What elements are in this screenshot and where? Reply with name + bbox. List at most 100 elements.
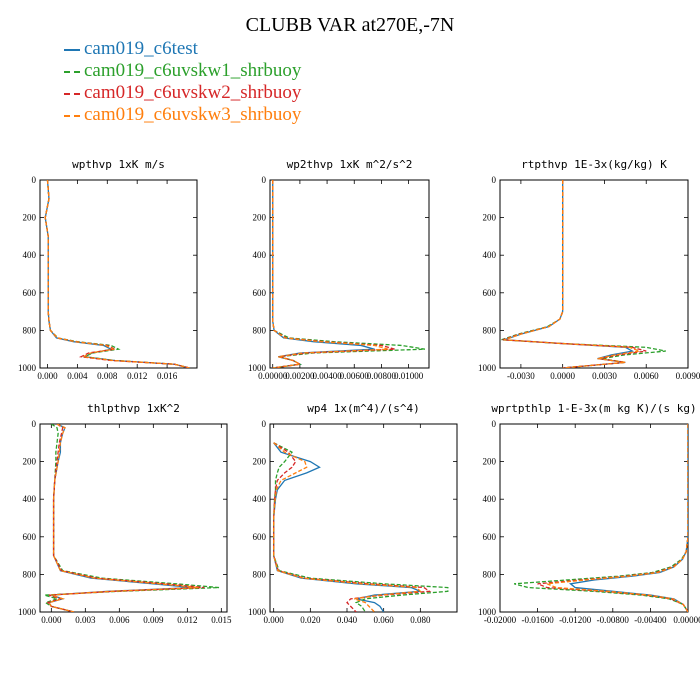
series-line	[273, 442, 449, 612]
panel-title: wprtpthlp 1-E-3x(m kg K)/(s kg)	[491, 402, 696, 415]
x-tick-label: 0.0090	[676, 371, 700, 381]
series-line	[272, 180, 375, 368]
x-tick-label: 0.00200	[285, 371, 315, 381]
legend-entry: cam019_c6uvskw2_shrbuoy	[64, 82, 301, 104]
x-tick-label: 0.009	[143, 615, 164, 625]
y-tick-label: 800	[23, 569, 37, 579]
series-line	[502, 180, 647, 368]
y-tick-label: 200	[23, 457, 37, 467]
x-tick-label: -0.0030	[507, 371, 535, 381]
y-tick-label: 0	[492, 175, 497, 185]
x-tick-label: 0.000	[37, 371, 58, 381]
legend-label: cam019_c6uvskw2_shrbuoy	[84, 82, 302, 103]
series-line	[503, 180, 642, 368]
y-tick-label: 200	[23, 213, 37, 223]
y-tick-label: 1000	[18, 607, 37, 617]
plot-frame	[499, 179, 689, 369]
plot-frame	[39, 423, 228, 613]
x-tick-label: 0.040	[337, 615, 358, 625]
x-tick-label: -0.01600	[521, 615, 554, 625]
plot-frame	[269, 179, 430, 369]
legend-swatch	[64, 92, 80, 95]
chart-panel: wprtpthlp 1-E-3x(m kg K)/(s kg)-0.02000-…	[478, 402, 700, 625]
chart-panel: wp4 1x(m^4)/(s^4) 0.000 0.020 0.040 0.060 0.0…	[248, 402, 458, 625]
y-tick-label: 0	[262, 175, 267, 185]
y-tick-label: 1000	[248, 363, 267, 373]
x-tick-label: 0.080	[410, 615, 431, 625]
x-tick-label: 0.00000	[673, 615, 700, 625]
legend-entry: cam019_c6uvskw1_shrbuoy	[64, 60, 301, 82]
legend-label: cam019_c6uvskw3_shrbuoy	[84, 104, 302, 125]
y-tick-label: 1000	[18, 363, 37, 373]
panel-title: rtpthvp 1E-3x(kg/kg) K	[521, 158, 667, 171]
y-tick-label: 200	[483, 213, 497, 223]
panel-title: wp4 1x(m^4)/(s^4)	[307, 402, 420, 415]
x-tick-label: 0.00800	[367, 371, 397, 381]
x-tick-label: 0.012	[127, 371, 147, 381]
chart-panel: wpthvp 1xK m/s 0.000 0.004 0.008 0.012 0.016 0…	[18, 158, 198, 381]
y-tick-label: 400	[253, 250, 267, 260]
series-line	[48, 424, 194, 612]
legend-swatch	[64, 114, 80, 117]
chart-panel: wp2thvp 1xK m^2/s^2 0.000000.002000.00400…	[248, 158, 430, 381]
y-tick-label: 0	[32, 175, 37, 185]
x-tick-label: 0.000	[41, 615, 62, 625]
y-tick-label: 400	[483, 494, 497, 504]
x-tick-label: 0.006	[109, 615, 130, 625]
x-tick-label: 0.016	[157, 371, 178, 381]
x-tick-label: 0.0030	[592, 371, 617, 381]
legend-label: cam019_c6test	[84, 38, 198, 59]
x-tick-label: 0.00600	[340, 371, 370, 381]
y-tick-label: 600	[483, 288, 497, 298]
y-tick-label: 0	[32, 419, 37, 429]
series-line	[44, 180, 190, 368]
y-tick-label: 800	[253, 569, 267, 579]
x-tick-label: 0.000	[264, 615, 285, 625]
x-tick-label: 0.004	[67, 371, 88, 381]
y-tick-label: 200	[483, 457, 497, 467]
y-tick-label: 600	[253, 532, 267, 542]
y-tick-label: 1000	[248, 607, 267, 617]
y-tick-label: 1000	[478, 607, 497, 617]
y-tick-label: 600	[23, 532, 37, 542]
series-line	[44, 424, 220, 612]
series-line	[46, 424, 205, 612]
x-tick-label: 0.060	[374, 615, 395, 625]
series-line	[273, 442, 422, 612]
y-tick-label: 400	[253, 494, 267, 504]
legend-swatch	[64, 48, 80, 51]
y-tick-label: 400	[483, 250, 497, 260]
y-tick-label: 0	[492, 419, 497, 429]
chart-panel: thlpthvp 1xK^2 0.000 0.003 0.006 0.009 0.012 0…	[18, 402, 232, 625]
plot-frame	[499, 423, 689, 613]
plot-frame	[39, 179, 198, 369]
y-tick-label: 0	[262, 419, 267, 429]
legend-entry: cam019_c6test	[64, 38, 301, 60]
legend-entry: cam019_c6uvskw3_shrbuoy	[64, 104, 301, 126]
x-tick-label: 0.01000	[394, 371, 424, 381]
x-tick-label: 0.008	[97, 371, 118, 381]
x-tick-label: 0.00000	[258, 371, 288, 381]
series-line	[48, 424, 199, 612]
panel-title: thlpthvp 1xK^2	[87, 402, 180, 415]
y-tick-label: 400	[23, 494, 37, 504]
plot-frame	[269, 423, 458, 613]
y-tick-label: 200	[253, 213, 267, 223]
y-tick-label: 800	[253, 325, 267, 335]
x-tick-label: -0.02000	[484, 615, 517, 625]
y-tick-label: 600	[483, 532, 497, 542]
x-tick-label: -0.00800	[597, 615, 630, 625]
y-tick-label: 800	[483, 325, 497, 335]
x-tick-label: 0.0000	[550, 371, 575, 381]
series-line	[503, 180, 635, 368]
legend: cam019_c6test cam019_c6uvskw1_shrbuoy ca…	[64, 38, 301, 126]
chart-title: CLUBB VAR at270E,-7N	[245, 14, 455, 36]
series-line	[537, 424, 688, 612]
y-tick-label: 600	[253, 288, 267, 298]
chart-panel: rtpthvp 1E-3x(kg/kg) K -0.0030 0.0000 0.003…	[478, 158, 700, 381]
series-line	[546, 424, 688, 612]
y-tick-label: 200	[253, 457, 267, 467]
x-tick-label: 0.020	[300, 615, 321, 625]
x-tick-label: 0.012	[177, 615, 197, 625]
